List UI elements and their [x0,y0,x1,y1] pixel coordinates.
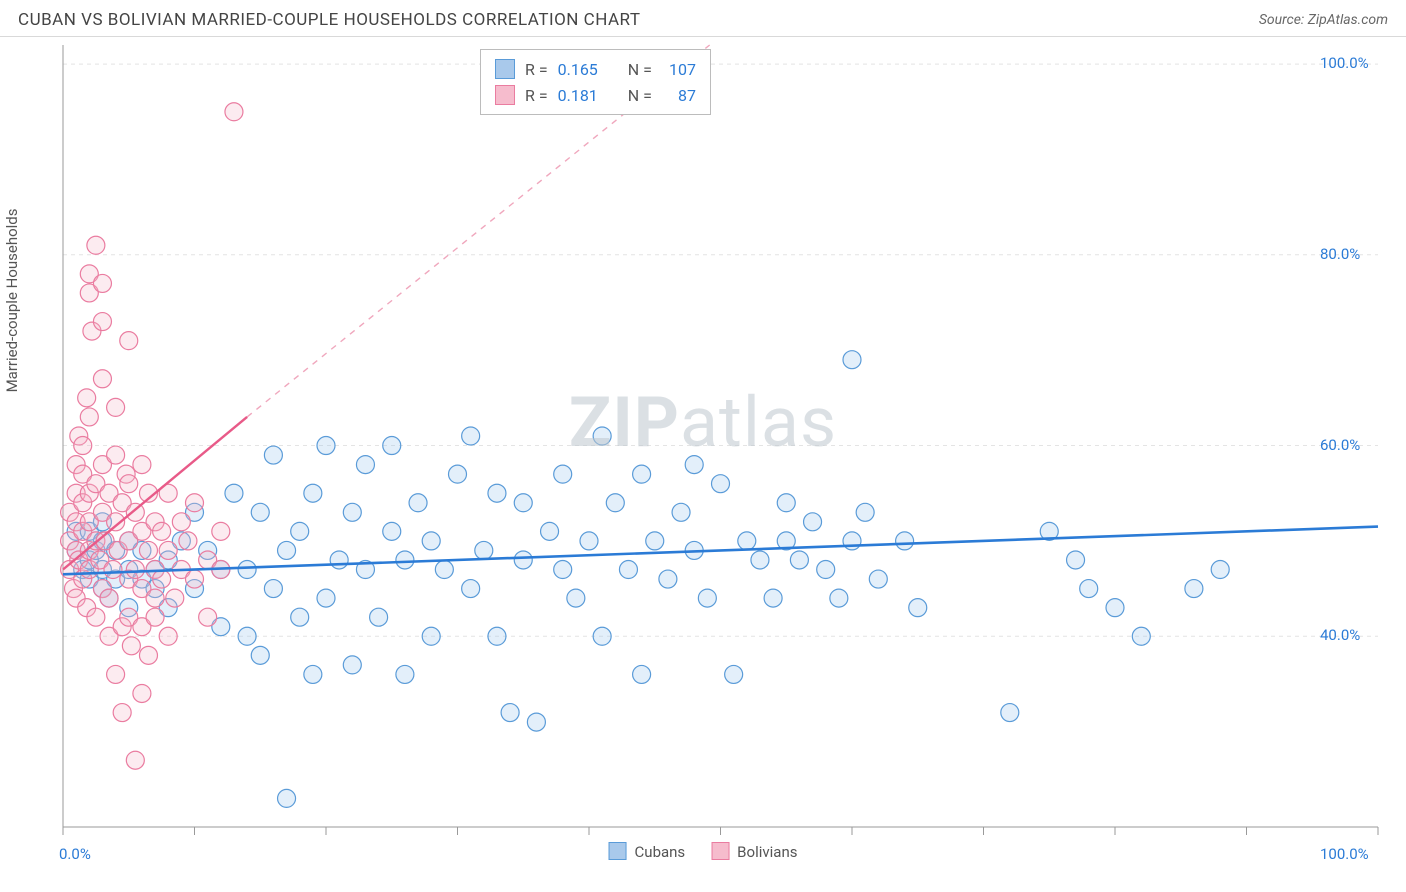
legend: Cubans Bolivians [609,842,798,861]
stats-r-value-cubans: 0.165 [558,60,598,79]
stats-r-label: R = [525,60,548,79]
legend-label-cubans: Cubans [635,843,686,861]
stats-n-value-cubans: 107 [662,60,696,79]
chart-header: CUBAN VS BOLIVIAN MARRIED-COUPLE HOUSEHO… [0,0,1406,37]
legend-item-bolivians: Bolivians [711,842,797,861]
legend-item-cubans: Cubans [609,842,686,861]
legend-label-bolivians: Bolivians [737,843,797,861]
stats-row-cubans: R = 0.165 N = 107 [495,56,696,82]
chart-source: Source: ZipAtlas.com [1259,12,1388,28]
y-tick-label: 100.0% [1320,54,1369,72]
chart-container: Married-couple Households ZIPatlas 40.0%… [18,37,1388,877]
stats-r-label: R = [525,86,548,105]
y-axis-label: Married-couple Households [3,208,21,392]
stats-box: R = 0.165 N = 107 R = 0.181 N = 87 [480,49,711,115]
x-axis-max-label: 100.0% [1320,845,1369,863]
chart-title: CUBAN VS BOLIVIAN MARRIED-COUPLE HOUSEHO… [18,10,641,30]
stats-n-label: N = [628,86,652,105]
y-tick-label: 80.0% [1320,245,1360,263]
x-axis-min-label: 0.0% [59,845,91,863]
stats-row-bolivians: R = 0.181 N = 87 [495,82,696,108]
legend-swatch-bolivians [711,842,729,860]
y-tick-label: 60.0% [1320,436,1360,454]
y-tick-label: 40.0% [1320,626,1360,644]
stats-swatch-cubans [495,59,515,79]
stats-n-value-bolivians: 87 [662,86,696,105]
scatter-chart [18,37,1388,877]
stats-r-value-bolivians: 0.181 [558,86,598,105]
stats-swatch-bolivians [495,85,515,105]
legend-swatch-cubans [609,842,627,860]
stats-n-label: N = [628,60,652,79]
